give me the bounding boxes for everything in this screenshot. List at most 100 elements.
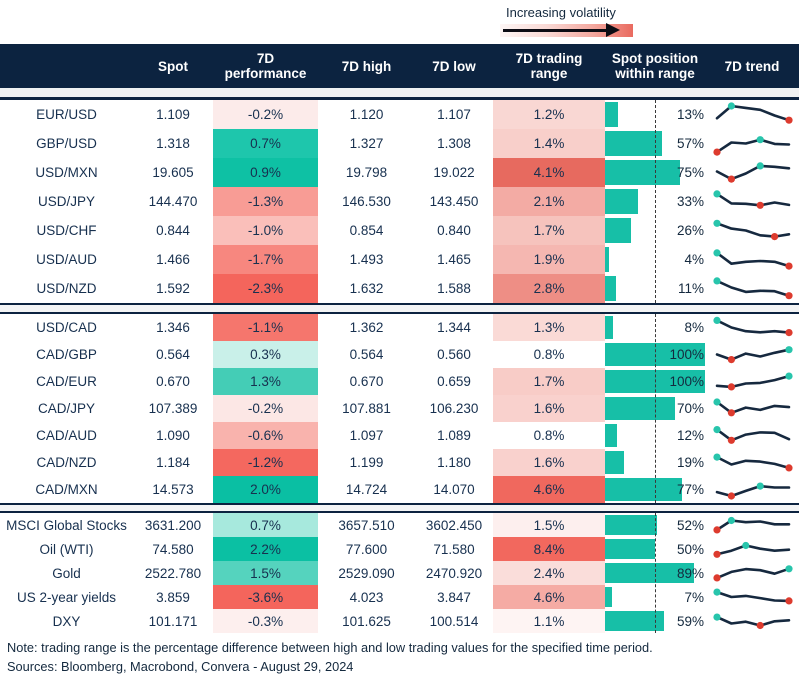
trend-sparkline bbox=[705, 476, 799, 503]
table-row: USD/JPY 144.470 -1.3% 146.530 143.450 2.1% 33% bbox=[0, 187, 799, 216]
trend-sparkline bbox=[705, 216, 799, 245]
high-value: 19.798 bbox=[345, 165, 388, 180]
high-value: 0.564 bbox=[349, 347, 384, 362]
performance-cell: 2.0% bbox=[213, 476, 318, 503]
table-header: Spot 7D performance 7D high 7D low 7D trading… bbox=[0, 44, 799, 88]
midrange-dotted-line bbox=[655, 100, 656, 303]
position-value: 100% bbox=[669, 347, 704, 362]
performance-cell: 0.9% bbox=[213, 158, 318, 187]
trading-range-cell: 4.6% bbox=[493, 476, 605, 503]
position-cell: 89% bbox=[605, 561, 705, 585]
high-value: 77.600 bbox=[345, 541, 388, 557]
row-label: USD/AUD bbox=[36, 252, 97, 267]
trend-sparkline bbox=[705, 561, 799, 585]
position-value: 57% bbox=[676, 136, 704, 151]
position-bar bbox=[605, 451, 624, 474]
position-value: 13% bbox=[676, 107, 704, 122]
trend-sparkline bbox=[705, 537, 799, 561]
position-bar bbox=[605, 102, 618, 127]
spot-value: 107.389 bbox=[148, 401, 198, 416]
column-header: Spot position within range bbox=[611, 51, 699, 81]
table-row: USD/CHF 0.844 -1.0% 0.854 0.840 1.7% 26% bbox=[0, 216, 799, 245]
row-label: USD/NZD bbox=[36, 281, 97, 296]
trend-sparkline bbox=[705, 100, 799, 129]
trading-range-cell: 2.4% bbox=[493, 561, 605, 585]
low-value: 1.180 bbox=[437, 455, 471, 470]
position-cell: 50% bbox=[605, 537, 705, 561]
row-label: CAD/GBP bbox=[36, 347, 97, 362]
position-value: 12% bbox=[676, 428, 704, 443]
trading-range-cell: 1.1% bbox=[493, 609, 605, 633]
row-label: US 2-year yields bbox=[16, 589, 117, 605]
trading-range-cell: 0.8% bbox=[493, 422, 605, 449]
block-separator-band bbox=[0, 305, 799, 312]
position-value: 77% bbox=[676, 482, 704, 497]
spot-value: 1.109 bbox=[156, 107, 190, 122]
volatility-arrow-icon bbox=[503, 29, 608, 32]
column-header: 7D high bbox=[341, 58, 392, 74]
low-value: 14.070 bbox=[433, 482, 475, 497]
performance-cell: 1.3% bbox=[213, 368, 318, 395]
high-value: 1.632 bbox=[349, 281, 384, 296]
table-row: MSCI Global Stocks 3631.200 0.7% 3657.510 36… bbox=[0, 513, 799, 537]
trend-sparkline bbox=[705, 422, 799, 449]
row-label: CAD/EUR bbox=[36, 374, 97, 389]
low-value: 0.840 bbox=[437, 223, 471, 238]
midrange-dotted-line bbox=[655, 513, 656, 633]
trading-range-cell: 1.7% bbox=[493, 368, 605, 395]
position-bar bbox=[605, 218, 631, 243]
table-row: USD/CAD 1.346 -1.1% 1.362 1.344 1.3% 8% bbox=[0, 314, 799, 341]
table-row: US 2-year yields 3.859 -3.6% 4.023 3.847 4.6%… bbox=[0, 585, 799, 609]
trend-sparkline bbox=[705, 449, 799, 476]
spot-value: 1.346 bbox=[156, 320, 190, 335]
high-value: 101.625 bbox=[342, 613, 391, 629]
performance-cell: -1.0% bbox=[213, 216, 318, 245]
trading-range-cell: 8.4% bbox=[493, 537, 605, 561]
position-cell: 8% bbox=[605, 314, 705, 341]
performance-cell: -1.1% bbox=[213, 314, 318, 341]
low-value: 0.560 bbox=[437, 347, 471, 362]
low-value: 71.580 bbox=[433, 541, 475, 557]
trading-range-cell: 1.6% bbox=[493, 449, 605, 476]
position-bar bbox=[605, 478, 682, 501]
trend-sparkline bbox=[705, 129, 799, 158]
low-value: 2470.920 bbox=[425, 565, 483, 581]
position-cell: 13% bbox=[605, 100, 705, 129]
header-gap-band bbox=[0, 88, 799, 97]
row-label: USD/CHF bbox=[36, 223, 97, 238]
position-value: 33% bbox=[676, 194, 704, 209]
position-bar bbox=[605, 539, 655, 559]
row-label: USD/MXN bbox=[35, 165, 98, 180]
low-value: 106.230 bbox=[429, 401, 479, 416]
spot-value: 0.844 bbox=[156, 223, 190, 238]
row-label: MSCI Global Stocks bbox=[6, 517, 127, 533]
high-value: 0.670 bbox=[349, 374, 384, 389]
low-value: 1.308 bbox=[437, 136, 471, 151]
block-separator-band bbox=[0, 505, 799, 511]
table-row: CAD/AUD 1.090 -0.6% 1.097 1.089 0.8% 12% bbox=[0, 422, 799, 449]
column-header: Spot bbox=[158, 58, 188, 74]
position-value: 11% bbox=[677, 281, 704, 296]
high-value: 2529.090 bbox=[338, 565, 395, 581]
spot-value: 1.318 bbox=[156, 136, 190, 151]
performance-cell: -1.7% bbox=[213, 245, 318, 274]
position-cell: 12% bbox=[605, 422, 705, 449]
table-row: CAD/GBP 0.564 0.3% 0.564 0.560 0.8% 100% bbox=[0, 341, 799, 368]
performance-cell: -2.3% bbox=[213, 274, 318, 303]
high-value: 1.097 bbox=[349, 428, 384, 443]
high-value: 1.199 bbox=[349, 455, 384, 470]
position-cell: 75% bbox=[605, 158, 705, 187]
trading-range-cell: 2.1% bbox=[493, 187, 605, 216]
high-value: 1.362 bbox=[349, 320, 384, 335]
column-header: 7D performance bbox=[224, 51, 307, 81]
trend-sparkline bbox=[705, 585, 799, 609]
performance-cell: -3.6% bbox=[213, 585, 318, 609]
low-value: 1.588 bbox=[437, 281, 471, 296]
trend-sparkline bbox=[705, 368, 799, 395]
position-cell: 70% bbox=[605, 395, 705, 422]
spot-value: 2522.780 bbox=[144, 565, 202, 581]
low-value: 1.089 bbox=[437, 428, 471, 443]
trading-range-cell: 1.2% bbox=[493, 100, 605, 129]
column-header: 7D trading range bbox=[515, 51, 583, 81]
